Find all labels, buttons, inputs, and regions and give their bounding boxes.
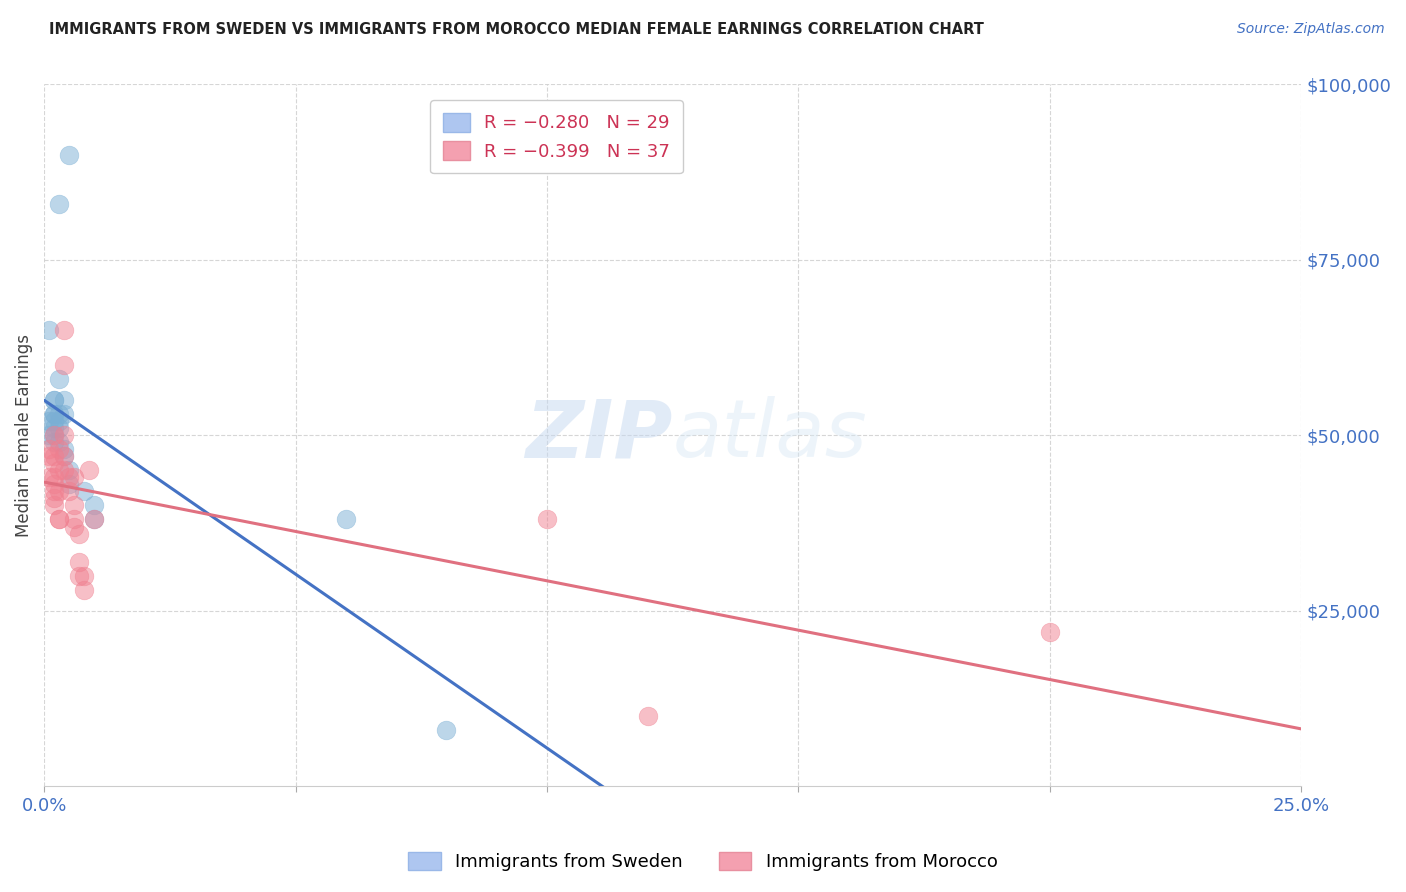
Point: [48, 484, 70, 499]
Point: [83, 512, 105, 526]
Point: [53, 323, 76, 337]
Point: [44, 428, 66, 442]
Point: [58, 470, 80, 484]
Point: [53, 358, 76, 372]
Point: [79, 463, 101, 477]
Point: [44, 435, 66, 450]
Point: [53, 428, 76, 442]
Point: [1039, 624, 1062, 639]
Point: [48, 512, 70, 526]
Point: [73, 568, 96, 582]
Point: [53, 442, 76, 457]
Y-axis label: Median Female Earnings: Median Female Earnings: [15, 334, 32, 537]
Point: [434, 723, 457, 737]
Point: [67, 568, 90, 582]
Point: [44, 393, 66, 408]
Point: [48, 407, 70, 421]
Point: [63, 512, 86, 526]
Point: [44, 450, 66, 464]
Point: [48, 512, 70, 526]
Point: [58, 484, 80, 499]
Point: [48, 414, 70, 428]
Point: [44, 407, 66, 421]
Point: [83, 499, 105, 513]
Point: [67, 526, 90, 541]
Point: [63, 499, 86, 513]
Text: ZIP: ZIP: [526, 396, 672, 475]
Point: [53, 450, 76, 464]
Point: [48, 421, 70, 435]
Text: atlas: atlas: [672, 396, 868, 475]
Point: [73, 582, 96, 597]
Point: [637, 709, 659, 723]
Point: [44, 484, 66, 499]
Point: [73, 484, 96, 499]
Point: [38, 450, 60, 464]
Point: [48, 372, 70, 386]
Point: [38, 470, 60, 484]
Point: [48, 463, 70, 477]
Point: [38, 323, 60, 337]
Point: [335, 512, 357, 526]
Point: [63, 470, 86, 484]
Point: [38, 414, 60, 428]
Point: [58, 147, 80, 161]
Point: [53, 393, 76, 408]
Point: [38, 428, 60, 442]
Point: [53, 463, 76, 477]
Point: [48, 435, 70, 450]
Point: [44, 393, 66, 408]
Point: [44, 414, 66, 428]
Point: [58, 477, 80, 491]
Point: [38, 442, 60, 457]
Point: [53, 407, 76, 421]
Text: Source: ZipAtlas.com: Source: ZipAtlas.com: [1237, 22, 1385, 37]
Point: [44, 456, 66, 470]
Point: [44, 470, 66, 484]
Point: [44, 499, 66, 513]
Point: [83, 512, 105, 526]
Point: [44, 407, 66, 421]
Point: [53, 450, 76, 464]
Point: [67, 555, 90, 569]
Point: [44, 491, 66, 506]
Legend: R = −0.280   N = 29, R = −0.399   N = 37: R = −0.280 N = 29, R = −0.399 N = 37: [430, 101, 683, 173]
Point: [44, 428, 66, 442]
Text: IMMIGRANTS FROM SWEDEN VS IMMIGRANTS FROM MOROCCO MEDIAN FEMALE EARNINGS CORRELA: IMMIGRANTS FROM SWEDEN VS IMMIGRANTS FRO…: [49, 22, 984, 37]
Point: [58, 463, 80, 477]
Point: [44, 421, 66, 435]
Point: [63, 519, 86, 533]
Point: [536, 512, 558, 526]
Point: [48, 196, 70, 211]
Legend: Immigrants from Sweden, Immigrants from Morocco: Immigrants from Sweden, Immigrants from …: [401, 845, 1005, 879]
Point: [44, 477, 66, 491]
Point: [48, 442, 70, 457]
